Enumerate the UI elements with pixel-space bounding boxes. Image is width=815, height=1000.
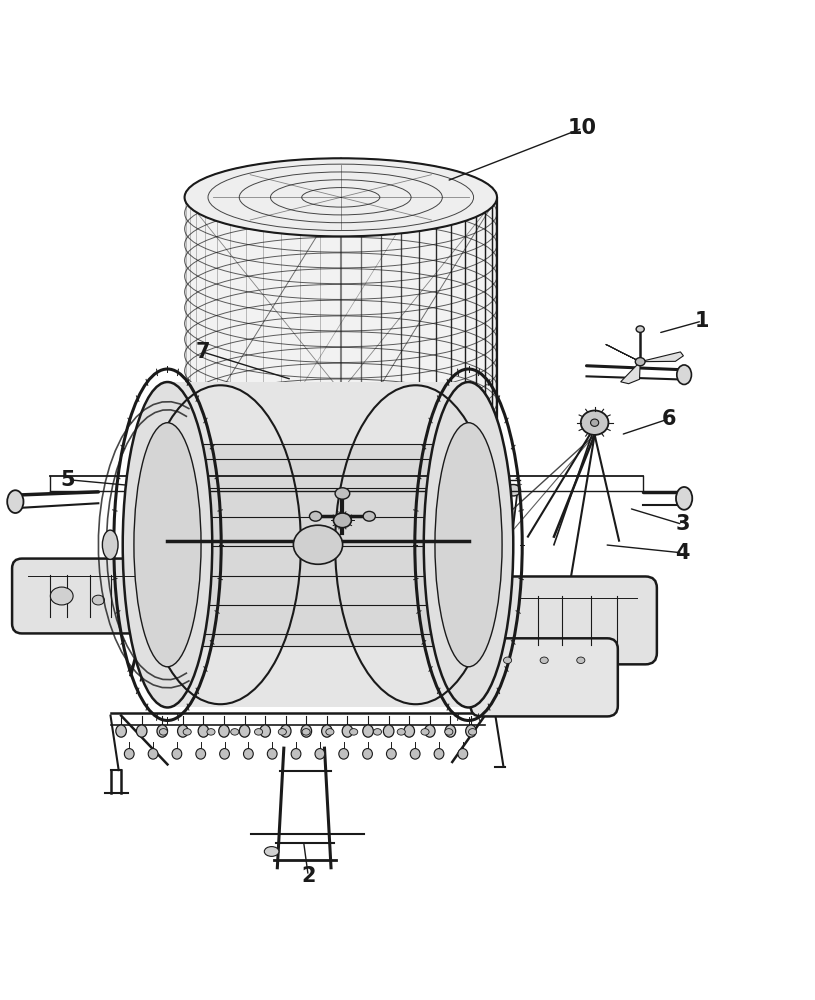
Ellipse shape [278, 729, 286, 735]
Ellipse shape [302, 729, 311, 735]
Ellipse shape [506, 485, 521, 496]
Ellipse shape [322, 725, 333, 737]
Ellipse shape [373, 729, 381, 735]
Ellipse shape [220, 749, 230, 759]
Ellipse shape [445, 725, 456, 737]
Ellipse shape [240, 725, 250, 737]
Ellipse shape [116, 725, 126, 737]
Ellipse shape [184, 158, 497, 236]
Ellipse shape [293, 525, 342, 564]
Ellipse shape [92, 595, 104, 605]
Ellipse shape [335, 488, 350, 499]
Ellipse shape [363, 749, 372, 759]
Ellipse shape [136, 725, 147, 737]
Ellipse shape [315, 749, 324, 759]
Ellipse shape [172, 749, 182, 759]
Ellipse shape [148, 749, 158, 759]
Ellipse shape [469, 729, 477, 735]
Ellipse shape [231, 729, 239, 735]
Ellipse shape [157, 725, 168, 737]
Ellipse shape [264, 847, 279, 856]
Ellipse shape [198, 725, 209, 737]
FancyBboxPatch shape [12, 559, 152, 633]
Ellipse shape [504, 657, 512, 664]
Ellipse shape [301, 725, 311, 737]
Ellipse shape [404, 725, 415, 737]
Ellipse shape [125, 749, 134, 759]
Ellipse shape [581, 411, 609, 435]
Ellipse shape [291, 749, 301, 759]
Ellipse shape [410, 749, 420, 759]
Polygon shape [641, 352, 684, 362]
Text: 5: 5 [60, 470, 75, 490]
Ellipse shape [183, 729, 192, 735]
Ellipse shape [421, 729, 429, 735]
FancyBboxPatch shape [470, 638, 618, 716]
Text: 7: 7 [196, 342, 209, 362]
Ellipse shape [435, 423, 502, 667]
Ellipse shape [134, 423, 201, 667]
Ellipse shape [636, 358, 645, 366]
Ellipse shape [434, 749, 444, 759]
Ellipse shape [637, 326, 645, 332]
Ellipse shape [103, 530, 118, 559]
Ellipse shape [51, 587, 73, 605]
Ellipse shape [339, 749, 349, 759]
Ellipse shape [310, 511, 322, 521]
Polygon shape [184, 197, 497, 450]
Ellipse shape [342, 725, 353, 737]
Ellipse shape [540, 657, 548, 664]
Ellipse shape [363, 511, 376, 521]
Ellipse shape [254, 729, 262, 735]
Ellipse shape [425, 725, 435, 737]
Text: 1: 1 [694, 311, 709, 331]
Ellipse shape [260, 725, 271, 737]
Ellipse shape [363, 725, 373, 737]
Polygon shape [192, 444, 444, 646]
Text: 2: 2 [301, 866, 315, 886]
Ellipse shape [160, 729, 168, 735]
Ellipse shape [207, 729, 215, 735]
Ellipse shape [383, 725, 394, 737]
Ellipse shape [175, 485, 190, 496]
Ellipse shape [196, 749, 205, 759]
Ellipse shape [218, 725, 229, 737]
Ellipse shape [577, 657, 585, 664]
Polygon shape [621, 362, 641, 384]
Text: 4: 4 [676, 543, 689, 563]
Ellipse shape [676, 487, 692, 510]
Ellipse shape [591, 419, 599, 426]
Ellipse shape [244, 749, 253, 759]
Ellipse shape [123, 382, 212, 707]
Ellipse shape [184, 411, 497, 489]
Polygon shape [168, 382, 469, 707]
Ellipse shape [178, 725, 188, 737]
Ellipse shape [676, 365, 691, 384]
Text: 6: 6 [663, 409, 676, 429]
Text: 3: 3 [676, 514, 689, 534]
FancyBboxPatch shape [500, 576, 657, 664]
Ellipse shape [350, 729, 358, 735]
Ellipse shape [458, 749, 468, 759]
Ellipse shape [465, 725, 476, 737]
Text: 10: 10 [568, 118, 597, 138]
Ellipse shape [280, 725, 291, 737]
Ellipse shape [445, 729, 453, 735]
Ellipse shape [424, 382, 513, 707]
Ellipse shape [326, 729, 334, 735]
Ellipse shape [386, 749, 396, 759]
Ellipse shape [267, 749, 277, 759]
Ellipse shape [333, 513, 351, 528]
Polygon shape [606, 344, 641, 362]
Ellipse shape [7, 490, 24, 513]
Ellipse shape [397, 729, 405, 735]
